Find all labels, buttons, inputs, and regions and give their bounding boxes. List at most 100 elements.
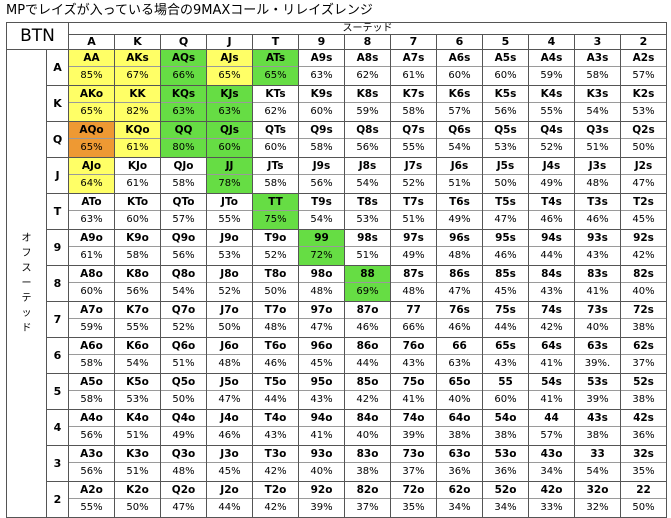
hand-cell[interactable]: 85o 42% bbox=[344, 373, 391, 410]
hand-cell[interactable]: 73o 37% bbox=[390, 445, 437, 482]
hand-cell[interactable]: 85s 45% bbox=[482, 265, 529, 302]
hand-cell[interactable]: J9o 53% bbox=[206, 229, 253, 266]
hand-cell[interactable]: Q5o 50% bbox=[160, 373, 207, 410]
hand-cell[interactable]: T9o 52% bbox=[252, 229, 299, 266]
hand-cell[interactable]: AJo 64% bbox=[68, 157, 115, 194]
hand-cell[interactable]: 53s 39% bbox=[574, 373, 621, 410]
hand-cell[interactable]: 95o 43% bbox=[298, 373, 345, 410]
hand-cell[interactable]: 88 69% bbox=[344, 265, 391, 302]
hand-cell[interactable]: 92o 39% bbox=[298, 481, 345, 518]
hand-cell[interactable]: J4s 49% bbox=[528, 157, 575, 194]
hand-cell[interactable]: T6o 46% bbox=[252, 337, 299, 374]
hand-cell[interactable]: ATo 63% bbox=[68, 193, 115, 230]
hand-cell[interactable]: 75s 44% bbox=[482, 301, 529, 338]
hand-cell[interactable]: 97o 47% bbox=[298, 301, 345, 338]
hand-cell[interactable]: K2s 53% bbox=[620, 85, 667, 122]
hand-cell[interactable]: K9o 58% bbox=[114, 229, 161, 266]
hand-cell[interactable]: 53o 36% bbox=[482, 445, 529, 482]
hand-cell[interactable]: Q6s 54% bbox=[436, 121, 483, 158]
hand-cell[interactable]: A4s 59% bbox=[528, 49, 575, 86]
hand-cell[interactable]: T7o 48% bbox=[252, 301, 299, 338]
hand-cell[interactable]: 99 72% bbox=[298, 229, 345, 266]
hand-cell[interactable]: A5o 58% bbox=[68, 373, 115, 410]
hand-cell[interactable]: 96o 45% bbox=[298, 337, 345, 374]
hand-cell[interactable]: 64o 38% bbox=[436, 409, 483, 446]
hand-cell[interactable]: Q7s 55% bbox=[390, 121, 437, 158]
hand-cell[interactable]: A6s 60% bbox=[436, 49, 483, 86]
hand-cell[interactable]: K3o 51% bbox=[114, 445, 161, 482]
hand-cell[interactable]: 62o 34% bbox=[436, 481, 483, 518]
hand-cell[interactable]: J5o 47% bbox=[206, 373, 253, 410]
hand-cell[interactable]: KJs 63% bbox=[206, 85, 253, 122]
hand-cell[interactable]: J8o 52% bbox=[206, 265, 253, 302]
hand-cell[interactable]: T5o 44% bbox=[252, 373, 299, 410]
hand-cell[interactable]: K6o 54% bbox=[114, 337, 161, 374]
hand-cell[interactable]: 94o 41% bbox=[298, 409, 345, 446]
hand-cell[interactable]: 95s 46% bbox=[482, 229, 529, 266]
hand-cell[interactable]: QJs 60% bbox=[206, 121, 253, 158]
hand-cell[interactable]: J5s 50% bbox=[482, 157, 529, 194]
hand-cell[interactable]: 82o 37% bbox=[344, 481, 391, 518]
hand-cell[interactable]: A5s 60% bbox=[482, 49, 529, 86]
hand-cell[interactable]: 72s 38% bbox=[620, 301, 667, 338]
hand-cell[interactable]: AJs 65% bbox=[206, 49, 253, 86]
hand-cell[interactable]: A4o 56% bbox=[68, 409, 115, 446]
hand-cell[interactable]: Q9s 58% bbox=[298, 121, 345, 158]
hand-cell[interactable]: J2s 47% bbox=[620, 157, 667, 194]
hand-cell[interactable]: A3o 56% bbox=[68, 445, 115, 482]
hand-cell[interactable]: 73s 40% bbox=[574, 301, 621, 338]
hand-cell[interactable]: KK 82% bbox=[114, 85, 161, 122]
hand-cell[interactable]: Q6o 51% bbox=[160, 337, 207, 374]
hand-cell[interactable]: 52o 34% bbox=[482, 481, 529, 518]
hand-cell[interactable]: 43o 34% bbox=[528, 445, 575, 482]
hand-cell[interactable]: T2s 45% bbox=[620, 193, 667, 230]
hand-cell[interactable]: Q2s 50% bbox=[620, 121, 667, 158]
hand-cell[interactable]: Q2o 47% bbox=[160, 481, 207, 518]
hand-cell[interactable]: T7s 51% bbox=[390, 193, 437, 230]
hand-cell[interactable]: 87s 48% bbox=[390, 265, 437, 302]
hand-cell[interactable]: KQo 61% bbox=[114, 121, 161, 158]
hand-cell[interactable]: 54o 38% bbox=[482, 409, 529, 446]
hand-cell[interactable]: 76s 46% bbox=[436, 301, 483, 338]
hand-cell[interactable]: 74s 42% bbox=[528, 301, 575, 338]
hand-cell[interactable]: 62s 37% bbox=[620, 337, 667, 374]
hand-cell[interactable]: A2s 57% bbox=[620, 49, 667, 86]
hand-cell[interactable]: 98o 48% bbox=[298, 265, 345, 302]
hand-cell[interactable]: Q8o 54% bbox=[160, 265, 207, 302]
hand-cell[interactable]: 44 57% bbox=[528, 409, 575, 446]
hand-cell[interactable]: Q3o 48% bbox=[160, 445, 207, 482]
hand-cell[interactable]: JTs 58% bbox=[252, 157, 299, 194]
hand-cell[interactable]: K4s 55% bbox=[528, 85, 575, 122]
hand-cell[interactable]: 87o 46% bbox=[344, 301, 391, 338]
hand-cell[interactable]: 66 63% bbox=[436, 337, 483, 374]
hand-cell[interactable]: 86o 44% bbox=[344, 337, 391, 374]
hand-cell[interactable]: A2o 55% bbox=[68, 481, 115, 518]
hand-cell[interactable]: A6o 58% bbox=[68, 337, 115, 374]
hand-cell[interactable]: KTo 60% bbox=[114, 193, 161, 230]
hand-cell[interactable]: K4o 51% bbox=[114, 409, 161, 446]
hand-cell[interactable]: KTs 62% bbox=[252, 85, 299, 122]
hand-cell[interactable]: AQo 65% bbox=[68, 121, 115, 158]
hand-cell[interactable]: T2o 42% bbox=[252, 481, 299, 518]
hand-cell[interactable]: 63o 36% bbox=[436, 445, 483, 482]
hand-cell[interactable]: Q4s 52% bbox=[528, 121, 575, 158]
hand-cell[interactable]: J7o 50% bbox=[206, 301, 253, 338]
hand-cell[interactable]: 63s 39%. bbox=[574, 337, 621, 374]
hand-cell[interactable]: K7o 55% bbox=[114, 301, 161, 338]
hand-cell[interactable]: 64s 41% bbox=[528, 337, 575, 374]
hand-cell[interactable]: T5s 47% bbox=[482, 193, 529, 230]
hand-cell[interactable]: 92s 42% bbox=[620, 229, 667, 266]
hand-cell[interactable]: 52s 38% bbox=[620, 373, 667, 410]
hand-cell[interactable]: T8o 50% bbox=[252, 265, 299, 302]
hand-cell[interactable]: 76o 43% bbox=[390, 337, 437, 374]
hand-cell[interactable]: J4o 46% bbox=[206, 409, 253, 446]
hand-cell[interactable]: 84s 43% bbox=[528, 265, 575, 302]
hand-cell[interactable]: 55 60% bbox=[482, 373, 529, 410]
hand-cell[interactable]: J3s 48% bbox=[574, 157, 621, 194]
hand-cell[interactable]: 94s 44% bbox=[528, 229, 575, 266]
hand-cell[interactable]: K6s 57% bbox=[436, 85, 483, 122]
hand-cell[interactable]: Q7o 52% bbox=[160, 301, 207, 338]
hand-cell[interactable]: 82s 40% bbox=[620, 265, 667, 302]
hand-cell[interactable]: 65s 43% bbox=[482, 337, 529, 374]
hand-cell[interactable]: J6s 51% bbox=[436, 157, 483, 194]
